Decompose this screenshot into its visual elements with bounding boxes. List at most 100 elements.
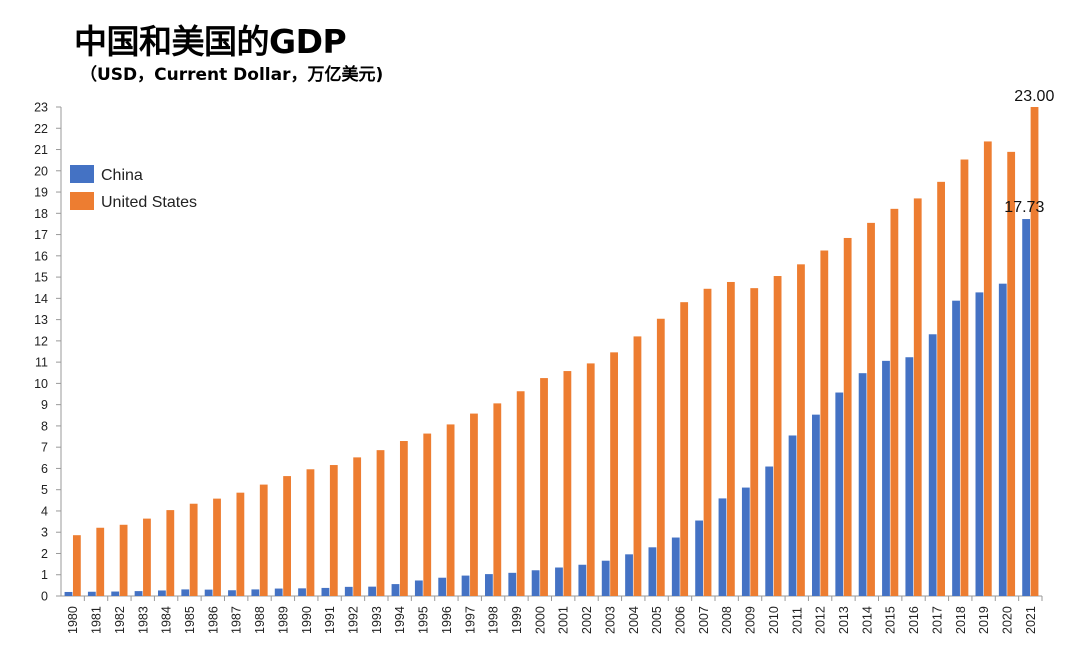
bar-us-1984	[166, 510, 175, 596]
bar-china-1995	[414, 580, 423, 596]
bar-us-2016	[913, 198, 922, 596]
y-tick-label: 16	[34, 249, 48, 263]
x-tick-label: 2003	[603, 606, 617, 634]
bar-china-1999	[508, 572, 517, 596]
y-tick-label: 3	[41, 526, 48, 540]
bar-china-2001	[555, 567, 563, 596]
bar-us-1980	[72, 535, 81, 596]
x-tick-label: 1981	[90, 606, 104, 634]
y-tick-label: 17	[34, 228, 48, 242]
bar-china-1990	[298, 588, 306, 596]
data-label-china-2021: 17.73	[1004, 199, 1044, 216]
y-tick-label: 0	[41, 590, 48, 604]
bar-us-2008	[726, 281, 735, 596]
x-tick-label: 2021	[1024, 606, 1038, 634]
bar-us-2013	[843, 237, 852, 596]
bar-us-2012	[820, 250, 829, 596]
x-tick-label: 2013	[837, 606, 851, 634]
bar-china-1983	[134, 591, 143, 596]
y-tick-label: 15	[34, 271, 48, 285]
x-tick-label: 1980	[66, 606, 80, 634]
bar-us-1987	[236, 492, 245, 596]
bar-china-1996	[438, 577, 447, 596]
y-tick-label: 9	[41, 398, 48, 412]
y-tick-label: 19	[34, 186, 48, 200]
x-tick-label: 1990	[300, 606, 314, 634]
legend-label-us: United States	[101, 194, 197, 211]
x-tick-label: 2016	[907, 606, 921, 634]
y-tick-label: 7	[41, 441, 48, 455]
y-tick-label: 1	[41, 568, 48, 582]
y-tick-label: 8	[41, 419, 48, 433]
bar-china-1998	[485, 574, 493, 596]
bar-china-2005	[648, 547, 657, 596]
bar-china-2007	[695, 520, 704, 596]
bar-us-2004	[633, 336, 642, 596]
x-tick-label: 1987	[230, 606, 244, 634]
x-tick-label: 1986	[206, 606, 220, 634]
bar-us-1993	[376, 450, 385, 596]
x-tick-label: 2019	[977, 606, 991, 634]
x-tick-label: 2002	[580, 606, 594, 634]
x-tick-label: 2012	[814, 606, 828, 634]
y-tick-label: 18	[34, 207, 48, 221]
x-tick-label: 2006	[673, 606, 687, 634]
bar-china-2016	[905, 357, 914, 596]
x-tick-label: 2011	[790, 607, 804, 634]
x-tick-label: 1992	[346, 606, 360, 634]
bar-china-1988	[251, 589, 260, 596]
x-tick-label: 2018	[954, 606, 968, 634]
x-tick-label: 1996	[440, 606, 454, 634]
bar-china-2004	[625, 554, 633, 596]
bar-china-1981	[87, 591, 96, 596]
x-tick-label: 2001	[557, 606, 571, 634]
bar-china-2018	[952, 300, 960, 596]
bar-china-1986	[204, 589, 213, 596]
bar-us-1998	[493, 403, 502, 596]
bar-china-1989	[274, 588, 283, 596]
bar-china-2002	[578, 564, 587, 596]
bar-china-2008	[718, 498, 727, 596]
y-tick-label: 22	[34, 122, 48, 136]
bar-us-2007	[703, 288, 712, 596]
legend-label-china: China	[101, 167, 143, 184]
bar-china-2012	[812, 414, 820, 596]
y-tick-label: 20	[34, 164, 48, 178]
bar-us-1997	[470, 413, 478, 596]
bar-china-1984	[158, 590, 166, 596]
x-tick-label: 1994	[393, 606, 407, 634]
bar-us-2009	[750, 288, 759, 596]
x-tick-label: 2008	[720, 606, 734, 634]
bar-us-2002	[586, 363, 595, 596]
bar-us-1999	[516, 391, 525, 596]
bar-us-2018	[960, 159, 969, 596]
y-tick-label: 5	[41, 483, 48, 497]
bar-us-2003	[610, 352, 618, 596]
bar-china-2011	[788, 435, 797, 596]
y-tick-label: 10	[34, 377, 48, 391]
bar-us-2005	[656, 318, 665, 596]
y-tick-label: 6	[41, 462, 48, 476]
bar-us-2000	[540, 378, 548, 596]
x-tick-label: 2017	[930, 606, 944, 634]
bar-us-2020	[1007, 151, 1016, 597]
x-tick-label: 1991	[323, 606, 337, 634]
bar-china-1982	[111, 591, 120, 596]
bar-china-2006	[671, 537, 680, 596]
bar-china-2020	[998, 283, 1007, 596]
bar-us-1985	[189, 503, 198, 596]
x-tick-label: 1983	[136, 606, 150, 634]
bar-china-1991	[321, 587, 330, 596]
x-tick-label: 1985	[183, 606, 197, 634]
x-tick-label: 2020	[1000, 606, 1014, 634]
bar-china-1997	[461, 575, 470, 596]
bar-us-1981	[96, 527, 105, 596]
bar-us-1995	[423, 433, 432, 596]
y-tick-label: 11	[35, 356, 48, 370]
legend-swatch-us	[70, 192, 94, 210]
x-tick-label: 1989	[276, 606, 290, 634]
x-tick-label: 1993	[370, 606, 384, 634]
bar-china-1992	[344, 586, 353, 596]
y-tick-label: 12	[34, 334, 48, 348]
